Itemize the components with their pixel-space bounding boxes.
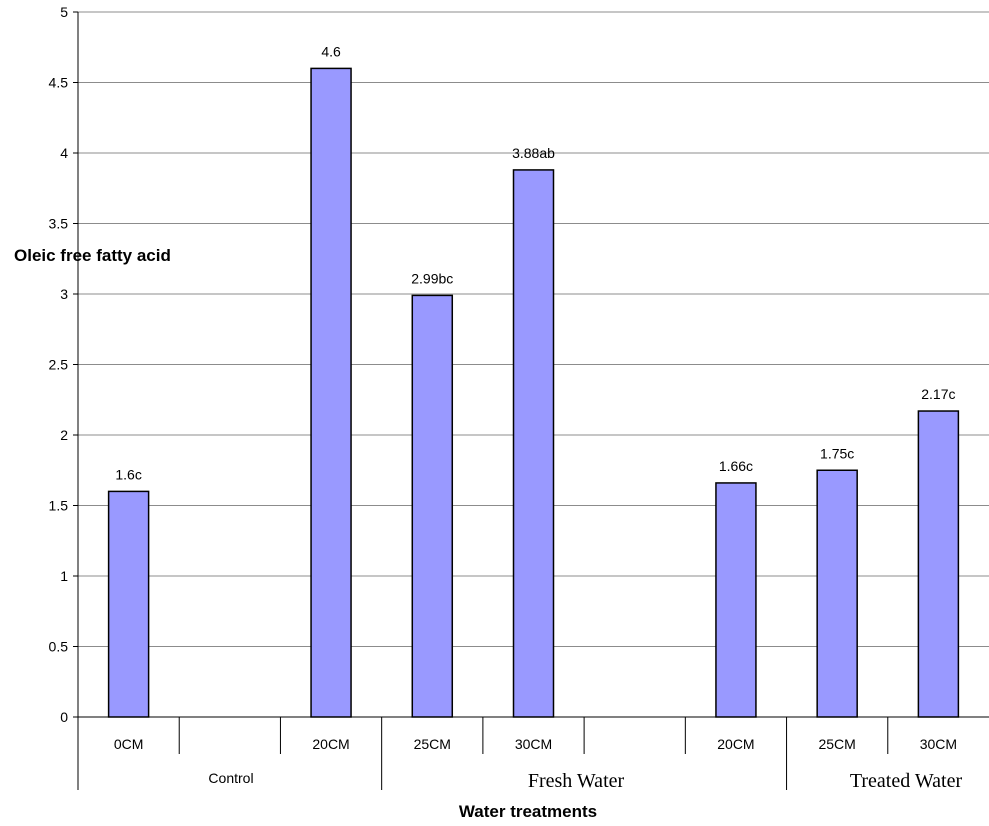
y-tick-label: 4 <box>60 145 68 161</box>
x-category-label: 20CM <box>717 736 754 752</box>
bars <box>107 67 960 718</box>
y-tick-label: 3 <box>60 286 68 302</box>
data-label: 2.99bc <box>411 270 453 286</box>
x-category-label: 25CM <box>414 736 451 752</box>
bar <box>310 67 352 718</box>
y-tick-label: 1.5 <box>49 498 69 514</box>
x-axis-label: Water treatments <box>459 802 597 821</box>
x-category-label: 0CM <box>114 736 144 752</box>
y-tick-label: 4.5 <box>49 75 69 91</box>
x-group-label: Control <box>208 770 253 786</box>
data-label: 1.75c <box>820 445 854 461</box>
bar <box>107 490 150 718</box>
y-tick-label: 3.5 <box>49 216 69 232</box>
x-category-label: 20CM <box>312 736 349 752</box>
x-category-labels: 0CM 20CM 25CM 30CM 20CM 25CM 30CM <box>114 736 957 752</box>
bar <box>715 482 757 718</box>
y-axis-label: Oleic free fatty acid <box>14 246 171 265</box>
bar <box>816 469 858 718</box>
x-category-label: 25CM <box>818 736 855 752</box>
y-tick-label: 5 <box>60 4 68 20</box>
y-tick-label: 1 <box>60 568 68 584</box>
y-tick-label: 0 <box>60 709 68 725</box>
y-tick-labels: 0 0.5 1 1.5 2 2.5 3 3.5 4 4.5 5 <box>49 4 69 725</box>
data-label: 1.6c <box>115 466 141 482</box>
x-group-label: Treated Water <box>850 770 963 792</box>
axes <box>73 11 989 790</box>
bar <box>411 294 454 718</box>
data-label: 3.88ab <box>512 145 555 161</box>
data-label: 4.6 <box>321 43 341 59</box>
data-label: 2.17c <box>921 386 955 402</box>
bar <box>512 169 555 718</box>
data-labels: 1.6c 4.6 2.99bc 3.88ab 1.66c 1.75c 2.17c <box>115 43 955 482</box>
x-category-label: 30CM <box>920 736 957 752</box>
x-category-label: 30CM <box>515 736 552 752</box>
y-tick-label: 2.5 <box>49 357 69 373</box>
y-tick-label: 2 <box>60 427 68 443</box>
y-tick-label: 0.5 <box>49 639 69 655</box>
bar <box>917 410 960 718</box>
x-group-label: Fresh Water <box>528 770 625 792</box>
data-label: 1.66c <box>719 458 753 474</box>
x-group-labels: Control Fresh Water Treated Water <box>208 770 962 792</box>
